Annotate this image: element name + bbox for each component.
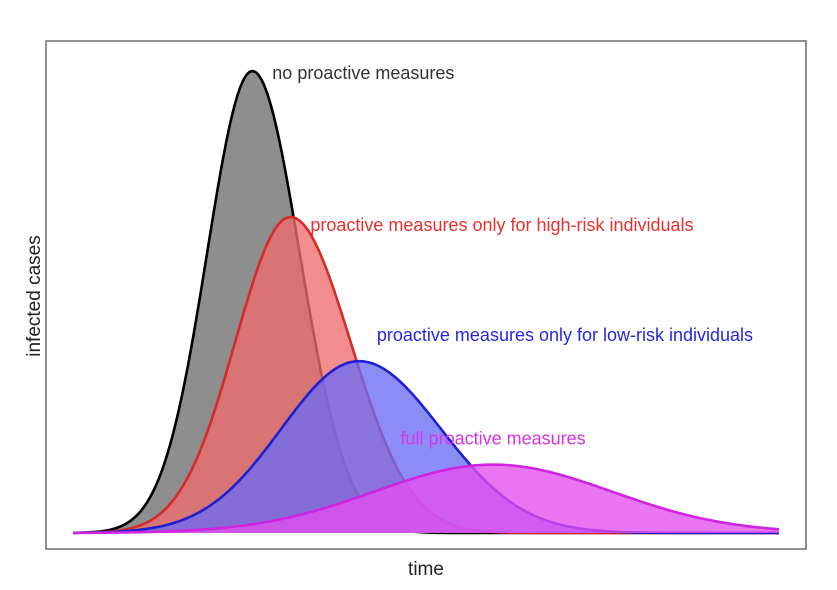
x-axis-label: time [408, 559, 444, 580]
curve-line-4 [72, 463, 780, 535]
curve-label-3: proactive measures only for low-risk ind… [377, 325, 753, 345]
curve-labels-layer: no proactive measures proactive measures … [272, 63, 753, 449]
curve-label-2: proactive measures only for high-risk in… [310, 215, 693, 235]
y-axis-label: infected cases [24, 235, 45, 356]
curve-area-4 [73, 464, 779, 533]
curve-area-3 [73, 361, 779, 533]
curve-label-1: no proactive measures [272, 63, 454, 83]
curves-layer [72, 69, 780, 535]
curve-label-4: full proactive measures [401, 429, 586, 449]
